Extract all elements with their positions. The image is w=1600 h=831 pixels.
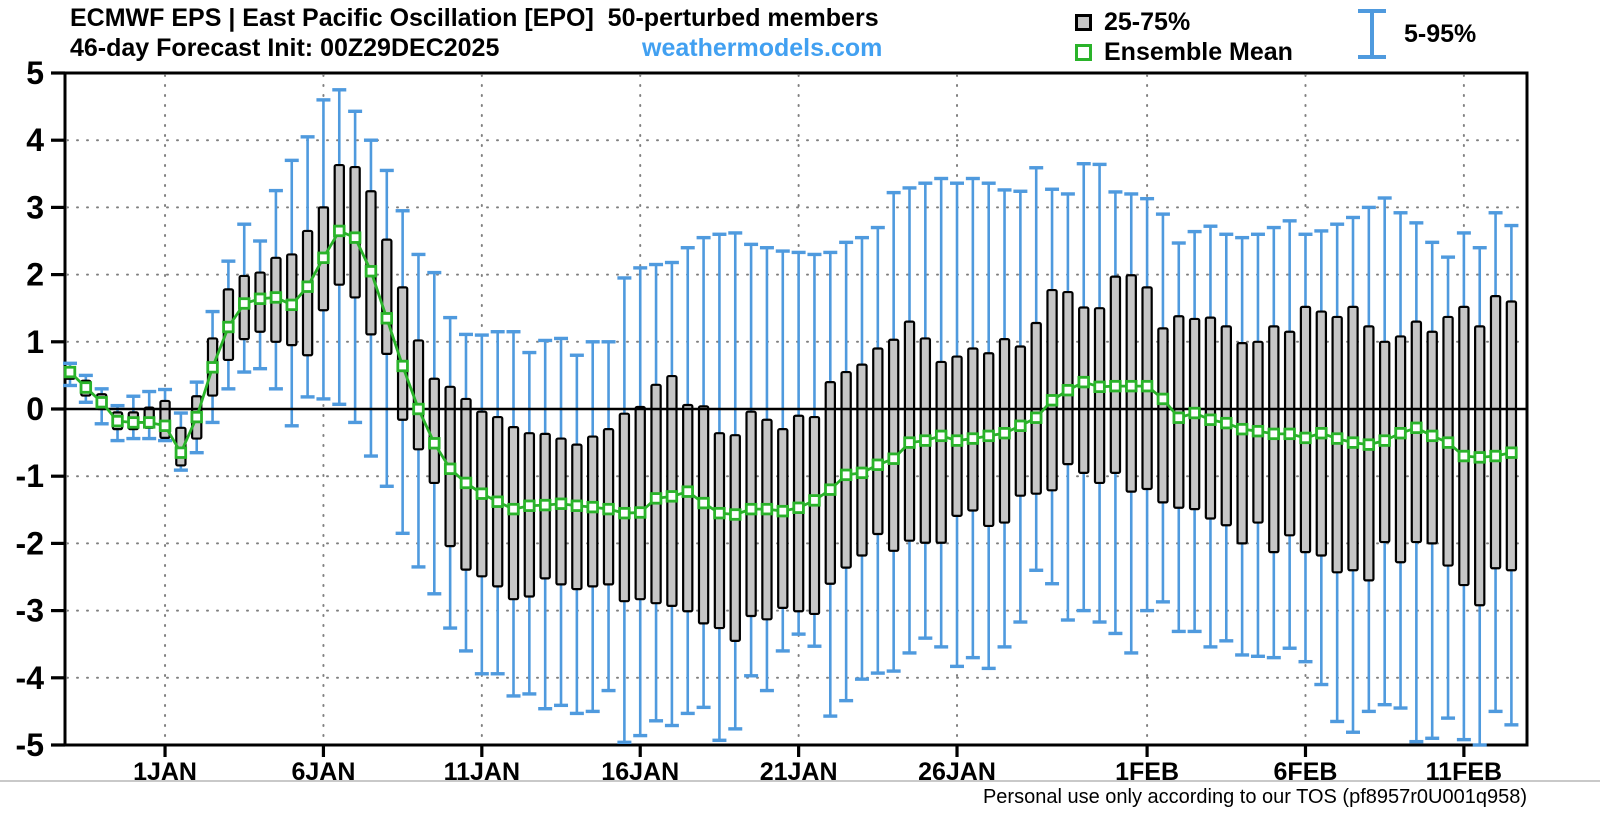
y-tick-label: 3 (26, 189, 44, 225)
whisker-range-icon (1358, 9, 1386, 59)
chart-subtitle-init: 46-day Forecast Init: 00Z29DEC2025 (70, 34, 500, 62)
legend-label-25-75: 25-75% (1104, 8, 1191, 36)
footer-divider (0, 780, 1600, 782)
y-tick-label: -5 (16, 727, 44, 763)
legend-item-25-75: 25-75% (1075, 8, 1190, 37)
y-tick-label: -1 (16, 458, 44, 494)
y-tick-label: 1 (26, 324, 44, 360)
y-tick-label: 2 (26, 257, 44, 293)
box-range-swatch-icon (1075, 14, 1092, 31)
y-tick-label: 4 (26, 122, 44, 158)
legend-item-5-95: 5-95% (1352, 6, 1476, 62)
ensemble-mean-line (63, 224, 1518, 521)
y-tick-label: -4 (16, 660, 45, 696)
y-tick-label: -2 (16, 525, 44, 561)
y-tick-label: 0 (26, 391, 44, 427)
y-tick-label: 5 (26, 55, 44, 91)
y-tick-label: -3 (16, 593, 44, 629)
chart-title: ECMWF EPS | East Pacific Oscillation [EP… (70, 4, 879, 32)
legend-item-ensemble-mean: Ensemble Mean (1075, 38, 1293, 67)
legend-label-5-95: 5-95% (1404, 19, 1477, 48)
y-axis: -5 -4 -3 -2 -1 0 1 2 3 4 5 (16, 55, 65, 763)
tos-notice: Personal use only according to our TOS (… (982, 786, 1527, 808)
ensemble-mean-swatch-icon (1075, 44, 1092, 61)
legend-label-ensemble-mean: Ensemble Mean (1104, 38, 1293, 66)
weathermodels-wordmark: weathermodels.com (642, 34, 883, 62)
